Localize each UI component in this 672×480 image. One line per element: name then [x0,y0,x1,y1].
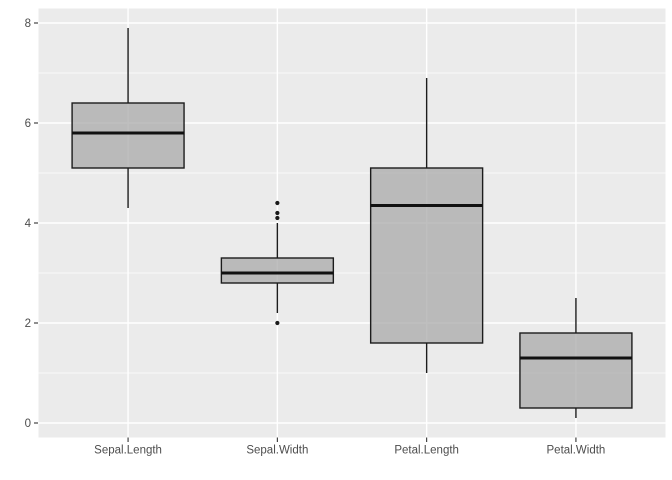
x-tick-label-petal-length: Petal.Length [394,445,459,457]
outlier-dot-sepal-width [275,215,280,221]
box-sepal-width [220,257,335,284]
outlier-dot-sepal-width [275,200,280,206]
outlier-dot-sepal-width [275,320,280,326]
y-tick-label: 4 [25,218,32,230]
box-petal-length [369,167,484,344]
boxes-layer [71,28,633,418]
x-tick-label-petal-width: Petal.Width [547,445,606,457]
y-tick-label: 6 [25,118,31,130]
y-tick-label: 2 [25,318,31,330]
y-tick-label: 0 [25,418,31,430]
axes-layer: 0 2 4 6 8 Sepal.Length Sepal.Width Petal.Length… [25,18,606,457]
x-tick-label-sepal-width: Sepal.Width [246,445,308,457]
box-sepal-length [71,102,185,169]
y-tick-label: 8 [25,18,31,30]
x-tick-label-sepal-length: Sepal.Length [94,445,162,457]
outlier-dot-sepal-width [275,210,280,216]
box-petal-width [519,332,633,409]
